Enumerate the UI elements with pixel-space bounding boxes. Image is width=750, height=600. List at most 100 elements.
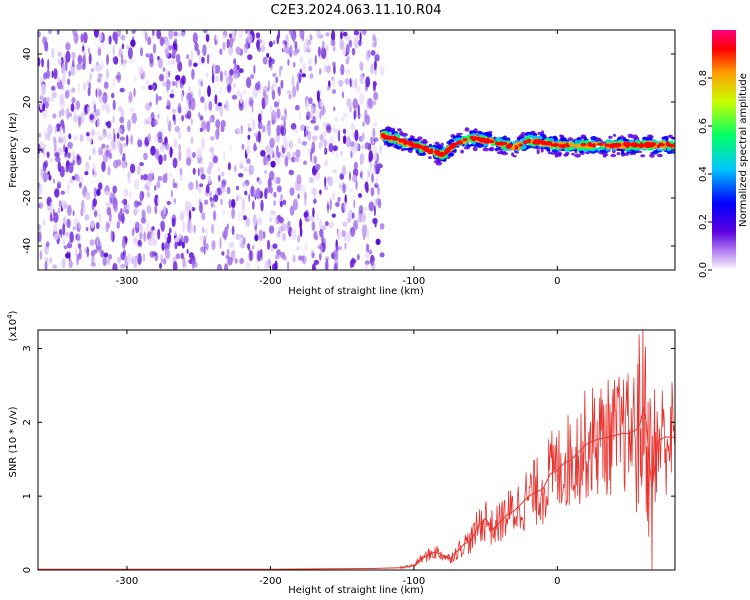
noise-blob — [103, 81, 109, 90]
noise-blob — [131, 30, 136, 34]
noise-blob — [321, 224, 327, 231]
ridge-blob — [499, 141, 505, 146]
noise-blob — [206, 53, 210, 65]
noise-blob — [331, 30, 336, 42]
ridge-blob — [605, 139, 609, 144]
noise-blob — [236, 195, 239, 202]
noise-blob — [287, 261, 290, 270]
noise-blob — [243, 166, 248, 173]
noise-blob — [215, 39, 218, 46]
noise-blob — [61, 84, 64, 90]
noise-blob — [332, 61, 336, 67]
noise-blob — [358, 93, 365, 105]
ridge-blob — [635, 142, 639, 147]
noise-blob — [218, 174, 221, 182]
noise-blob — [169, 146, 173, 158]
noise-blob — [183, 235, 189, 244]
noise-blob — [53, 222, 58, 233]
noise-blob — [68, 259, 73, 269]
noise-blob — [198, 88, 202, 98]
noise-blob — [283, 119, 286, 129]
noise-blob — [67, 204, 72, 216]
noise-blob — [51, 85, 56, 91]
noise-blob — [146, 190, 150, 198]
noise-blob — [157, 136, 163, 144]
noise-blob — [199, 202, 203, 214]
ridge-blob — [604, 143, 611, 147]
noise-blob — [245, 182, 248, 192]
noise-blob — [268, 40, 273, 48]
ridge-blob — [494, 148, 501, 151]
noise-blob — [365, 50, 370, 62]
ridge-blob — [473, 136, 477, 139]
noise-blob — [252, 245, 255, 250]
noise-blob — [68, 162, 74, 174]
ridge-blob — [411, 143, 418, 147]
ridge-blob — [546, 141, 553, 146]
noise-blob — [276, 34, 280, 45]
noise-blob — [211, 240, 216, 251]
noise-blob — [44, 261, 48, 270]
noise-blob — [93, 103, 97, 113]
noise-blob — [75, 100, 80, 110]
noise-blob — [68, 133, 72, 140]
noise-blob — [150, 145, 156, 156]
noise-blob — [90, 129, 96, 136]
noise-blob — [228, 45, 234, 56]
ridge-blob — [555, 151, 562, 156]
x-tick-label: -300 — [116, 576, 139, 587]
noise-blob — [156, 180, 161, 189]
x-tick-label: -100 — [403, 576, 426, 587]
noise-blob — [78, 247, 82, 257]
noise-blob — [257, 121, 263, 130]
noise-blob — [166, 115, 169, 125]
noise-blob — [262, 125, 266, 133]
noise-blob — [89, 239, 95, 247]
ridge-blob — [592, 143, 596, 148]
x-tick-label: 0 — [554, 576, 560, 587]
noise-blob — [290, 123, 297, 130]
noise-blob — [348, 39, 353, 48]
noise-blob — [282, 199, 287, 205]
noise-blob — [90, 262, 97, 267]
noise-blob — [290, 228, 297, 241]
noise-blob — [364, 260, 370, 265]
noise-blob — [323, 186, 329, 191]
noise-blob — [235, 46, 241, 55]
noise-blob — [67, 240, 72, 248]
noise-blob — [374, 54, 380, 62]
x-tick-label: -200 — [259, 576, 282, 587]
noise-blob — [365, 252, 370, 259]
noise-blob — [325, 45, 329, 52]
noise-blob — [85, 227, 89, 232]
noise-blob — [279, 193, 284, 201]
noise-blob — [159, 263, 162, 269]
noise-blob — [256, 39, 260, 50]
noise-blob — [209, 136, 215, 141]
noise-blob — [163, 205, 166, 216]
noise-blob — [370, 136, 373, 144]
noise-blob — [332, 75, 335, 87]
noise-blob — [127, 171, 131, 180]
noise-blob — [367, 171, 371, 178]
noise-blob — [120, 263, 126, 269]
noise-blob — [139, 231, 143, 240]
noise-blob — [229, 242, 235, 249]
noise-blob — [289, 139, 293, 150]
noise-blob — [53, 138, 57, 151]
noise-blob — [247, 33, 253, 43]
noise-blob — [63, 245, 68, 250]
chart-title: C2E3.2024.063.11.10.R04 — [270, 3, 441, 18]
noise-blob — [220, 182, 226, 194]
noise-blob — [161, 242, 165, 251]
noise-blob — [294, 41, 298, 50]
noise-blob — [190, 118, 194, 126]
noise-blob — [324, 260, 328, 270]
noise-blob — [83, 205, 86, 214]
ridge-blob — [567, 146, 574, 151]
noise-blob — [365, 114, 371, 126]
noise-blob — [273, 200, 276, 207]
noise-blob — [299, 56, 304, 64]
snr-x-axis-label: Height of straight line (km) — [288, 585, 424, 596]
noise-blob — [345, 58, 349, 65]
